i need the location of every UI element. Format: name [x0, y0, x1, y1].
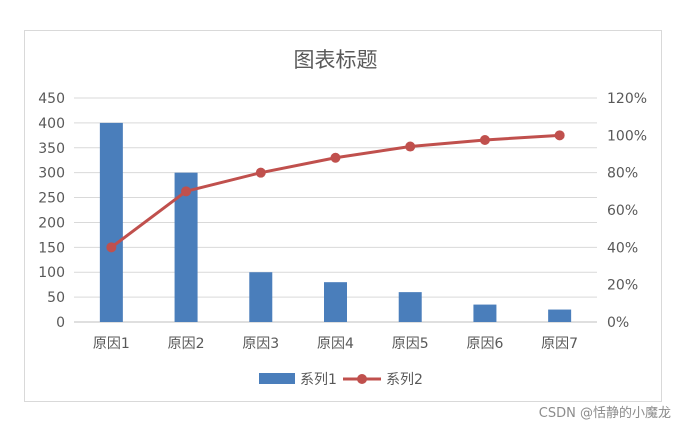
legend-swatch-bar — [259, 373, 295, 384]
left-axis-tick-label: 50 — [47, 290, 65, 306]
left-axis-tick-label: 0 — [56, 315, 65, 331]
right-axis-tick-label: 100% — [607, 128, 647, 144]
bar — [473, 304, 497, 322]
category-label: 原因3 — [242, 336, 279, 352]
right-axis-tick-label: 20% — [607, 278, 638, 294]
bar — [548, 309, 572, 322]
bar — [324, 282, 347, 322]
right-axis-tick-label: 40% — [607, 240, 638, 256]
left-axis-tick-label: 450 — [38, 91, 65, 107]
left-axis-tick-label: 400 — [38, 116, 65, 132]
left-axis-tick-label: 100 — [38, 265, 65, 281]
chart-frame — [24, 30, 662, 402]
right-axis-tick-label: 80% — [607, 166, 638, 182]
left-axis-tick-label: 300 — [38, 166, 65, 182]
left-axis-tick-label: 250 — [38, 191, 65, 207]
chart-title: 图表标题 — [294, 48, 378, 72]
line-point — [255, 167, 266, 178]
bar — [249, 272, 273, 322]
category-label: 原因4 — [317, 336, 354, 352]
line-point — [405, 141, 416, 152]
line-point — [106, 242, 117, 253]
left-axis-tick-label: 150 — [38, 240, 65, 256]
category-label: 原因7 — [541, 336, 578, 352]
category-label: 原因2 — [168, 336, 205, 352]
right-axis-tick-label: 60% — [607, 203, 638, 219]
legend-swatch-marker — [357, 374, 367, 384]
line-point — [330, 152, 341, 163]
legend-label: 系列2 — [386, 372, 423, 388]
bar — [398, 292, 422, 322]
right-axis-tick-label: 120% — [607, 91, 647, 107]
category-label: 原因5 — [392, 336, 429, 352]
bar — [174, 172, 198, 322]
line-point — [479, 135, 490, 145]
legend-label: 系列1 — [300, 372, 337, 388]
left-axis-tick-label: 200 — [38, 215, 65, 231]
bar — [99, 122, 123, 322]
left-axis-tick-label: 350 — [38, 141, 65, 157]
category-label: 原因6 — [466, 336, 503, 352]
watermark: CSDN @恬静的小魔龙 — [538, 406, 671, 421]
right-axis-tick-label: 0% — [607, 315, 629, 331]
category-label: 原因1 — [93, 336, 130, 352]
line-point — [554, 130, 565, 141]
line-point — [181, 186, 192, 197]
